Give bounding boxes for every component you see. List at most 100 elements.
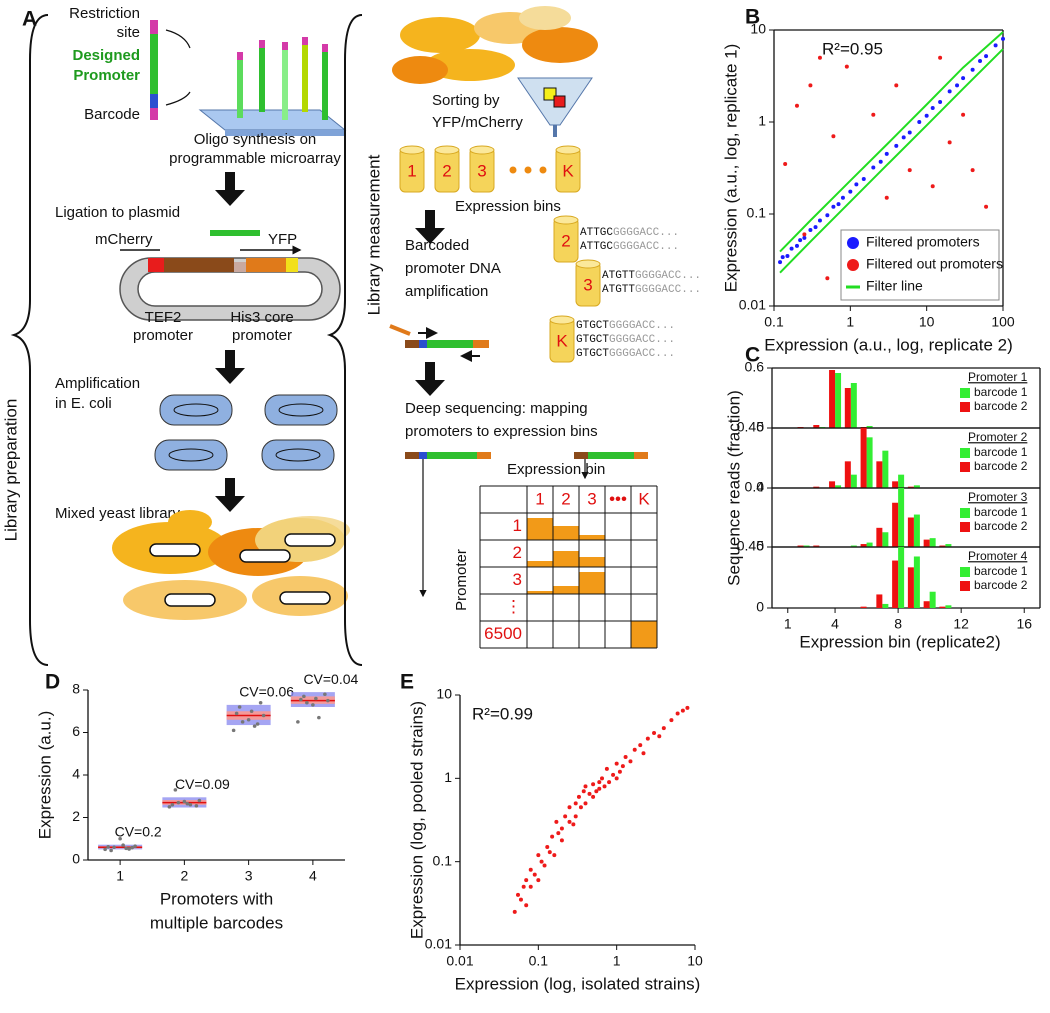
- legend-label: Filter line: [866, 278, 923, 294]
- bar: [850, 474, 857, 488]
- arrow: [215, 478, 245, 512]
- legend-label: barcode 2: [974, 578, 1028, 592]
- point: [258, 700, 263, 705]
- x-tick-label: 2: [180, 868, 188, 884]
- bar: [866, 437, 873, 488]
- arrow: [215, 172, 245, 206]
- brace: [10, 14, 49, 666]
- filter-line: [779, 31, 1004, 274]
- point: [600, 776, 605, 781]
- x-axis-label: multiple barcodes: [150, 913, 283, 932]
- point: [323, 692, 327, 697]
- point: [907, 130, 912, 135]
- bar: [813, 545, 820, 547]
- bar: [866, 426, 873, 428]
- y-tick-label: 10: [750, 21, 766, 37]
- x-axis-label: Expression bin (replicate2): [799, 632, 1000, 651]
- y-tick-label: 1: [444, 769, 452, 785]
- point: [121, 843, 125, 847]
- sequence: ATTGCGGGGACC...: [580, 227, 679, 239]
- point: [785, 253, 790, 258]
- point: [614, 776, 619, 781]
- point: [884, 195, 889, 200]
- panel-letter: B: [745, 6, 760, 29]
- point: [573, 801, 578, 806]
- connector: [165, 29, 191, 106]
- sequence-common: GGGGACC...: [613, 227, 679, 239]
- tube-top: [549, 315, 575, 325]
- point: [930, 105, 935, 110]
- y-tick-label: 0: [756, 479, 764, 495]
- point: [617, 769, 622, 774]
- point: [778, 260, 783, 265]
- point: [559, 826, 564, 831]
- sequence-barcode: GTGCT: [576, 334, 609, 346]
- label: YFP: [268, 231, 297, 248]
- point: [597, 786, 602, 791]
- y-tick-label: 0.6: [745, 359, 765, 375]
- subplot-title: Promoter 2: [968, 430, 1028, 444]
- panel-letter: A: [22, 8, 37, 31]
- y-tick-label: 10: [436, 686, 452, 702]
- yeast: [112, 510, 350, 620]
- point: [240, 720, 245, 724]
- tube-top: [553, 215, 579, 225]
- sequence-barcode: GTGCT: [576, 320, 609, 332]
- x-tick-label: 100: [991, 314, 1015, 330]
- label: Restriction: [69, 5, 140, 22]
- bar: [844, 461, 851, 488]
- label: Sorting by: [432, 92, 500, 109]
- sequence-barcode: ATGTT: [602, 284, 635, 296]
- bar: [898, 488, 905, 547]
- sequence: GTGCTGGGGACC...: [576, 320, 675, 332]
- point: [597, 780, 602, 785]
- point: [127, 847, 131, 851]
- point: [103, 847, 107, 852]
- subplot-title: Promoter 3: [968, 490, 1028, 504]
- y-tick-label: 0.1: [433, 852, 453, 868]
- point: [970, 168, 975, 173]
- point: [573, 814, 578, 819]
- point: [984, 204, 989, 209]
- point: [840, 195, 845, 200]
- x-tick-label: 0.1: [764, 314, 784, 330]
- bar: [829, 481, 836, 488]
- point: [970, 67, 975, 72]
- tube-top: [469, 145, 495, 155]
- point: [583, 801, 588, 806]
- point: [173, 788, 178, 792]
- x-tick-label: 8: [894, 616, 902, 632]
- point: [641, 751, 646, 756]
- arrow: [415, 210, 445, 244]
- sequence: GTGCTGGGGACC...: [576, 334, 675, 346]
- legend-swatch: [960, 567, 970, 577]
- point: [602, 784, 607, 789]
- point: [571, 822, 576, 827]
- plasmid: [119, 230, 341, 321]
- y-tick-label: 0: [756, 599, 764, 615]
- bar: [939, 606, 946, 608]
- column-label: 2: [561, 489, 570, 508]
- point: [961, 112, 966, 117]
- y-tick-label: 0.01: [739, 297, 766, 313]
- point: [305, 700, 309, 705]
- bar: [882, 603, 889, 608]
- point: [680, 708, 685, 713]
- point: [917, 120, 922, 124]
- y-tick-label: 0.1: [747, 205, 767, 221]
- point: [194, 804, 199, 808]
- bar: [844, 388, 851, 428]
- point: [591, 782, 596, 787]
- point: [802, 235, 807, 240]
- row-label: 2: [513, 543, 522, 562]
- point: [528, 867, 533, 872]
- sequence: ATGTTGGGGACC...: [602, 270, 701, 282]
- point: [1001, 36, 1005, 41]
- point: [620, 764, 625, 769]
- point: [614, 761, 619, 766]
- point: [528, 884, 533, 889]
- point: [783, 161, 788, 166]
- bar: [929, 538, 936, 547]
- legend-label: Filtered out promoters: [866, 256, 1003, 272]
- point: [302, 694, 306, 699]
